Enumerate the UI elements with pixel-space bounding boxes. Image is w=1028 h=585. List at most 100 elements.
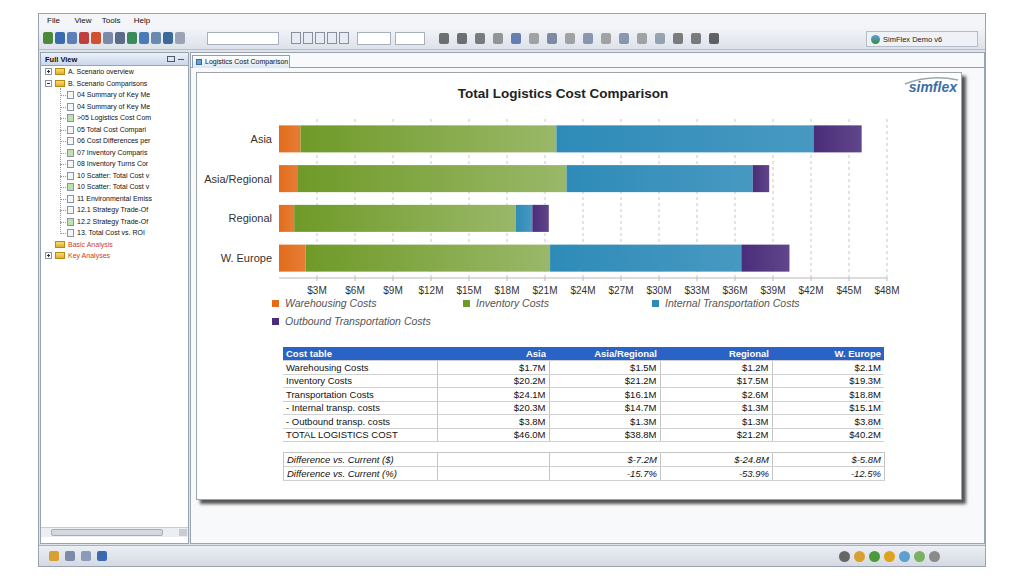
toolbar-button[interactable] bbox=[43, 32, 53, 44]
status-icon[interactable] bbox=[914, 551, 925, 562]
report-icon bbox=[67, 103, 74, 111]
table-cell: $1.3M bbox=[660, 401, 772, 415]
status-icon[interactable] bbox=[884, 551, 895, 562]
toolbar-button[interactable] bbox=[175, 32, 185, 44]
table-cell: -15.7% bbox=[550, 467, 661, 481]
tree-item[interactable]: Basic Analysis bbox=[68, 240, 113, 250]
status-icon[interactable] bbox=[899, 551, 910, 562]
toolbar-button[interactable] bbox=[691, 33, 701, 44]
scrollbar-thumb[interactable] bbox=[51, 529, 163, 536]
status-button[interactable] bbox=[65, 551, 75, 561]
toolbar-button[interactable] bbox=[303, 32, 313, 44]
toolbar-button[interactable] bbox=[163, 32, 173, 44]
toolbar-button[interactable] bbox=[315, 32, 325, 44]
scroll-arrow[interactable] bbox=[179, 529, 187, 536]
folder-icon bbox=[55, 252, 65, 259]
tree-item[interactable]: 10 Scatter: Total Cost v bbox=[77, 171, 149, 181]
tree-expander[interactable] bbox=[45, 68, 52, 75]
profile-icon bbox=[871, 35, 880, 44]
toolbar-button[interactable] bbox=[493, 33, 503, 44]
navigator-minimize[interactable] bbox=[178, 59, 184, 60]
status-icon[interactable] bbox=[929, 551, 940, 562]
tree-item[interactable]: 12.2 Strategy Trade-Of bbox=[77, 217, 148, 227]
table-row: TOTAL LOGISTICS COST$46.0M$38.8M$21.2M$4… bbox=[283, 428, 884, 442]
navigator-title: Full View bbox=[45, 55, 77, 64]
menu-item[interactable]: View bbox=[74, 16, 91, 25]
toolbar-button[interactable] bbox=[151, 32, 161, 44]
toolbar-button[interactable] bbox=[529, 33, 539, 44]
tree-item[interactable]: 12.1 Strategy Trade-Of bbox=[77, 205, 148, 215]
tree-expander[interactable] bbox=[45, 252, 52, 259]
toolbar-button[interactable] bbox=[327, 32, 337, 44]
toolbar-button[interactable] bbox=[601, 33, 611, 44]
x-tick bbox=[697, 278, 698, 281]
toolbar-dropdown[interactable] bbox=[395, 32, 425, 45]
tree-item[interactable]: >05 Logistics Cost Com bbox=[77, 113, 151, 123]
table-cell: Difference vs. Current (%) bbox=[284, 467, 438, 481]
toolbar-button[interactable] bbox=[619, 33, 629, 44]
toolbar-button[interactable] bbox=[91, 32, 101, 44]
table-cell: Difference vs. Current ($) bbox=[284, 453, 438, 467]
table-cell: $20.2M bbox=[437, 374, 549, 388]
tree-item[interactable]: A. Scenario overview bbox=[68, 67, 134, 77]
report-tab[interactable]: Logistics Cost Comparison bbox=[192, 55, 290, 68]
menu-item[interactable]: Help bbox=[134, 16, 150, 25]
toolbar-button[interactable] bbox=[457, 33, 467, 44]
toolbar-button[interactable] bbox=[55, 32, 65, 44]
toolbar-button[interactable] bbox=[637, 33, 647, 44]
toolbar-button[interactable] bbox=[103, 32, 113, 44]
tree-item[interactable]: 04 Summary of Key Me bbox=[77, 102, 150, 112]
status-button[interactable] bbox=[49, 551, 59, 561]
tree-item[interactable]: 04 Summary of Key Me bbox=[77, 90, 150, 100]
toolbar-button[interactable] bbox=[67, 32, 77, 44]
toolbar-button[interactable] bbox=[583, 33, 593, 44]
scrollbar[interactable] bbox=[41, 527, 188, 537]
tree-item[interactable]: 07 Inventory Comparis bbox=[77, 148, 147, 158]
toolbar-button[interactable] bbox=[655, 33, 665, 44]
status-icon[interactable] bbox=[869, 551, 880, 562]
status-icon[interactable] bbox=[839, 551, 850, 562]
toolbar-button[interactable] bbox=[565, 33, 575, 44]
tree-item[interactable]: 05 Total Cost Compari bbox=[77, 125, 146, 135]
tree-expander[interactable] bbox=[45, 80, 52, 87]
toolbar-button[interactable] bbox=[439, 33, 449, 44]
x-tick bbox=[773, 278, 774, 281]
tree-item[interactable]: 06 Cost Differences per bbox=[77, 136, 150, 146]
x-tick-label: $15M bbox=[456, 285, 481, 296]
toolbar-button[interactable] bbox=[291, 32, 301, 44]
status-icon[interactable] bbox=[854, 551, 865, 562]
category-label: Asia/Regional bbox=[204, 173, 272, 185]
toolbar-button[interactable] bbox=[547, 33, 557, 44]
x-tick bbox=[849, 278, 850, 281]
expander-bar bbox=[48, 70, 49, 73]
tab-icon bbox=[196, 59, 202, 65]
menu-item[interactable]: Tools bbox=[102, 16, 121, 25]
toolbar-button[interactable] bbox=[673, 33, 683, 44]
toolbar-button[interactable] bbox=[709, 33, 719, 44]
tree-item[interactable]: Key Analyses bbox=[68, 251, 110, 261]
toolbar-button[interactable] bbox=[475, 33, 485, 44]
table-row: - Internal transp. costs$20.3M$14.7M$1.3… bbox=[283, 401, 884, 415]
navigator-menu[interactable] bbox=[167, 56, 175, 62]
menu-item[interactable]: File bbox=[47, 16, 60, 25]
toolbar-button[interactable] bbox=[139, 32, 149, 44]
toolbar-button[interactable] bbox=[115, 32, 125, 44]
table-cell: $15.1M bbox=[772, 401, 884, 415]
toolbar-button[interactable] bbox=[511, 33, 521, 44]
table-cell: Cost table bbox=[283, 347, 437, 361]
tree-item[interactable]: 08 Inventory Turns Cor bbox=[77, 159, 148, 169]
toolbar-button[interactable] bbox=[339, 32, 349, 44]
tree-item[interactable]: 13. Total Cost vs. ROI bbox=[77, 228, 145, 238]
toolbar-dropdown[interactable] bbox=[357, 32, 391, 45]
profile-button[interactable]: SimFlex Demo v6 bbox=[866, 31, 978, 47]
x-tick bbox=[545, 278, 546, 281]
toolbar-dropdown[interactable] bbox=[207, 32, 279, 45]
expander-bar bbox=[48, 254, 49, 257]
tree-item[interactable]: B. Scenario Comparisons bbox=[68, 79, 147, 89]
status-button[interactable] bbox=[97, 551, 107, 561]
tree-item[interactable]: 10 Scatter: Total Cost v bbox=[77, 182, 149, 192]
tree-item[interactable]: 11 Environmental Emiss bbox=[77, 194, 152, 204]
toolbar-button[interactable] bbox=[79, 32, 89, 44]
status-button[interactable] bbox=[81, 551, 91, 561]
toolbar-button[interactable] bbox=[127, 32, 137, 44]
